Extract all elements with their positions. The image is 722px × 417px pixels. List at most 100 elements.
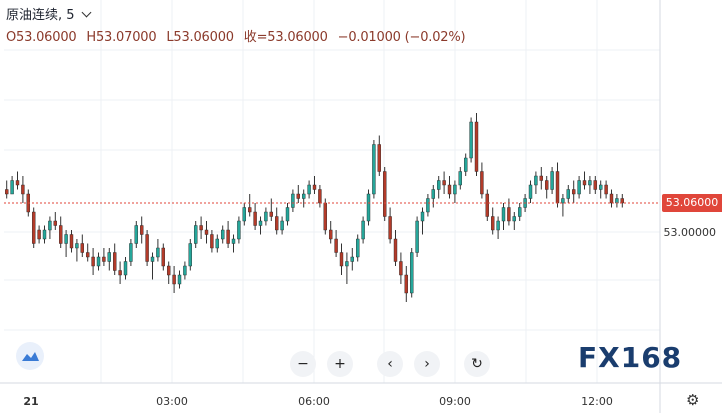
candle-body <box>134 225 139 244</box>
candle-body <box>69 234 74 249</box>
candle-body <box>609 193 614 204</box>
candle-body <box>64 234 68 244</box>
candle-body <box>431 189 435 199</box>
candle-body <box>264 211 268 222</box>
candle-body <box>296 193 300 199</box>
candle-body <box>177 274 182 285</box>
scroll-right-button[interactable]: › <box>414 351 440 377</box>
candle-body <box>399 261 403 276</box>
candle-body <box>447 184 452 195</box>
candle-body <box>312 184 317 190</box>
candle-body <box>139 225 144 235</box>
candle-body <box>415 220 419 253</box>
x-axis-tick-0300: 03:00 <box>156 395 188 408</box>
wave-icon[interactable] <box>16 342 44 370</box>
candle-body <box>107 252 112 262</box>
candle-body <box>588 180 592 186</box>
candle-body <box>156 247 160 258</box>
candle-body <box>59 225 63 244</box>
candle-body <box>474 121 479 172</box>
candle-body <box>534 175 538 186</box>
candle-body <box>366 193 371 222</box>
candle-body <box>91 256 95 267</box>
candle-body <box>480 171 484 195</box>
ohlc-close: 收=53.06000 <box>243 30 328 45</box>
candle-body <box>75 243 79 249</box>
candle-body <box>145 234 149 262</box>
candle-body <box>237 220 241 240</box>
x-axis-tick-day: 21 <box>23 395 39 408</box>
candle-body <box>302 193 306 199</box>
candle-body <box>334 238 338 253</box>
y-axis-tick-label: 53.00000 <box>663 226 717 239</box>
candle-body <box>226 229 230 244</box>
chevron-down-icon[interactable] <box>81 7 92 18</box>
candle-body <box>80 243 85 253</box>
candle-body <box>112 252 117 271</box>
candle-body <box>453 184 457 195</box>
candle-body <box>377 144 381 172</box>
candle-body <box>350 256 354 262</box>
candle-body <box>393 238 398 262</box>
candle-body <box>32 211 36 244</box>
x-axis-tick-1200: 12:00 <box>581 395 613 408</box>
candle-body <box>188 243 193 267</box>
candle-body <box>42 229 47 240</box>
candle-body <box>518 207 522 217</box>
x-axis-tick-0900: 09:00 <box>439 395 471 408</box>
candle-body <box>15 180 20 186</box>
candle-body <box>210 234 214 249</box>
candle-body <box>372 144 376 195</box>
candle-body <box>469 121 473 159</box>
candle-body <box>96 256 101 267</box>
candle-body <box>383 171 387 217</box>
candle-body <box>512 216 516 222</box>
candle-body <box>361 220 365 240</box>
fx168-watermark: FX168 <box>578 341 683 374</box>
candle-body <box>48 220 52 231</box>
ohlc-open: O53.06000 <box>6 30 77 45</box>
candle-body <box>550 171 554 190</box>
ohlc-low: L53.06000 <box>166 30 234 45</box>
zoom-in-button[interactable]: + <box>327 351 353 377</box>
gear-icon[interactable]: ⚙ <box>686 391 700 409</box>
candle-body <box>388 216 392 240</box>
candle-body <box>404 274 408 294</box>
candle-body <box>85 252 90 258</box>
candle-body <box>291 193 295 208</box>
candle-body <box>242 207 247 222</box>
candle-body <box>53 220 57 226</box>
candle-body <box>129 243 133 262</box>
reset-button[interactable]: ↻ <box>464 351 490 377</box>
candle-body <box>118 270 122 276</box>
candle-body <box>582 180 587 186</box>
candle-body <box>21 184 25 195</box>
candle-body <box>307 184 311 195</box>
candle-body <box>102 256 106 262</box>
candle-body <box>507 207 511 222</box>
scroll-left-button[interactable]: ‹ <box>377 351 403 377</box>
candle-body <box>166 265 171 276</box>
candle-body <box>458 171 462 186</box>
candle-body <box>566 189 570 199</box>
x-axis-tick-0600: 06:00 <box>298 395 330 408</box>
candle-body <box>123 261 128 276</box>
candle-body <box>280 220 284 231</box>
candle-body <box>464 157 468 172</box>
zoom-out-button[interactable]: − <box>290 351 316 377</box>
candle-body <box>285 207 290 222</box>
symbol-title[interactable]: 原油连续, 5 <box>6 8 75 23</box>
candle-body <box>193 225 198 244</box>
candle-body <box>329 229 333 240</box>
candle-body <box>620 198 624 204</box>
candle-body <box>339 252 344 267</box>
candle-body <box>356 238 360 258</box>
candle-body <box>496 220 500 231</box>
candle-body <box>345 261 349 267</box>
candle-body <box>593 180 597 190</box>
candle-body <box>37 229 41 240</box>
last-price-label: 53.06000 <box>662 194 722 212</box>
candle-body <box>220 229 225 240</box>
ohlc-high: H53.07000 <box>86 30 157 45</box>
